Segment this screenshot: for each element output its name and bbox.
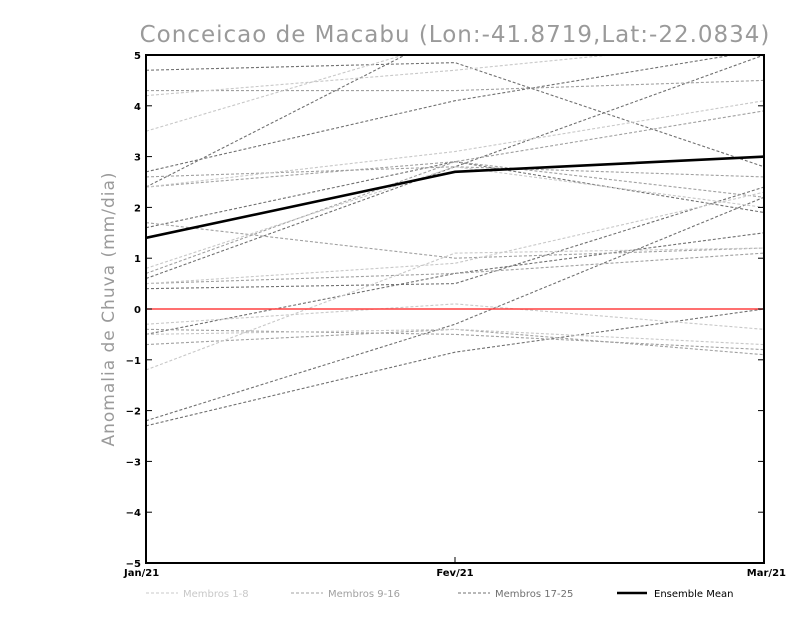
member-line-13 [146,252,764,285]
member-line-17 [146,62,764,168]
y-tick-label: 3 [134,153,141,164]
member-line-19 [146,55,407,188]
member-line-18 [146,55,737,173]
plot-lines [146,55,764,427]
legend-label: Membros 9-16 [328,589,400,600]
x-tick-label: Fev/21 [436,568,473,579]
ensemble-mean-line [146,155,764,240]
member-line-25 [146,308,764,427]
member-line-14 [146,328,764,351]
member-line-23 [146,232,764,335]
y-tick-label: −4 [126,508,141,519]
member-line-7 [146,191,764,285]
y-tick-label: 0 [134,305,141,316]
legend: Membros 1-8 Membros 9-16 Membros 17-25 Ense… [146,589,733,600]
member-line-8 [146,328,764,346]
member-line-9 [146,79,764,92]
member-line-4 [146,166,764,269]
y-tick-label: −2 [126,407,141,418]
y-tick-label: −5 [126,559,141,570]
member-line-1 [146,55,406,132]
y-axis-label: Anomalia de Chuva (mm/dia) [99,171,119,446]
member-line-6 [146,303,764,330]
legend-label: Ensemble Mean [654,589,733,600]
x-axis-ticks: Jan/21 Fev/21 Mar/21 [123,557,786,579]
member-line-5 [146,247,764,371]
y-tick-label: −1 [126,356,141,367]
y-tick-label: −3 [126,457,141,468]
chart-title: Conceicao de Macabu (Lon:-41.8719,Lat:-2… [140,22,771,48]
member-line-12 [146,222,764,259]
y-tick-label: 2 [134,203,141,214]
member-line-15 [146,328,764,356]
legend-label: Membros 17-25 [495,589,573,600]
member-line-16 [146,110,764,274]
y-axis-ticks: −5 −4 −3 −2 −1 0 1 2 3 4 5 [126,51,764,570]
member-line-10 [146,166,764,178]
member-line-3 [146,100,764,188]
member-line-24 [146,196,764,422]
y-tick-label: 1 [134,254,141,265]
y-tick-label: 4 [134,102,141,113]
x-tick-label: Jan/21 [123,568,159,579]
legend-label: Membros 1-8 [183,589,249,600]
member-line-11 [146,161,764,198]
y-tick-label: 5 [134,51,141,62]
member-line-21 [146,55,764,280]
x-tick-label: Mar/21 [747,568,786,579]
member-line-2 [146,55,616,97]
